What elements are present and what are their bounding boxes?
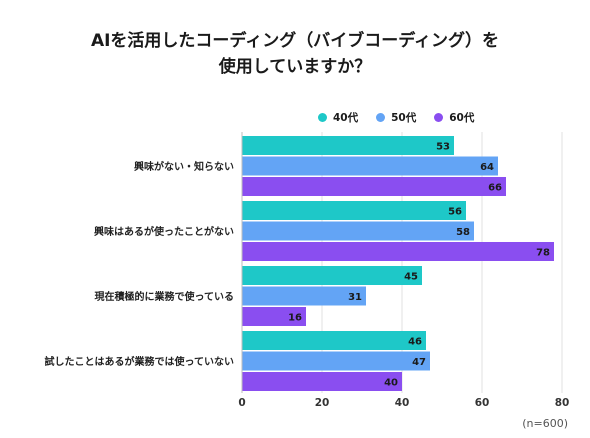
data-label: 64	[480, 162, 494, 173]
bar	[242, 177, 506, 196]
data-label: 78	[536, 248, 550, 259]
legend-label-60s: 60代	[449, 112, 475, 124]
chart-title-line2: 使用していますか？	[218, 57, 372, 77]
bar	[242, 266, 422, 285]
legend-item-60s: 60代	[434, 110, 474, 125]
legend-item-50s: 50代	[376, 110, 416, 125]
bar	[242, 286, 366, 306]
x-tick-label: 80	[555, 397, 570, 409]
data-label: 16	[288, 313, 302, 324]
legend-item-40s: 40代	[318, 110, 358, 125]
legend-swatch-60s	[434, 113, 444, 122]
data-label: 53	[436, 142, 450, 153]
bar	[242, 331, 426, 350]
data-label: 47	[412, 357, 426, 368]
legend: 40代 50代 60代	[318, 110, 474, 125]
category-label: 試したことはあるが業務では使っていない	[45, 355, 235, 368]
legend-label-50s: 50代	[391, 112, 417, 124]
bar	[242, 242, 554, 261]
x-tick-label: 20	[315, 397, 330, 409]
bar	[242, 156, 498, 176]
chart-title-line1: AIを活用したコーディング（バイブコーディング）を	[90, 31, 500, 51]
x-tick-label: 40	[395, 397, 410, 409]
bar	[242, 221, 474, 241]
category-label: 興味はあるが使ったことがない	[94, 225, 234, 238]
x-tick-label: 0	[238, 397, 245, 409]
category-label: 現在積極的に業務で使っている	[95, 290, 235, 303]
legend-label-40s: 40代	[333, 112, 359, 124]
data-label: 31	[348, 292, 362, 303]
bar	[242, 201, 466, 220]
legend-swatch-50s	[376, 113, 386, 122]
bar	[242, 307, 306, 326]
x-tick-label: 60	[475, 397, 490, 409]
sample-size-note: (n=600)	[522, 417, 568, 430]
category-label: 興味がない・知らない	[134, 160, 234, 173]
bar	[242, 351, 430, 371]
data-label: 45	[404, 272, 418, 283]
bar	[242, 372, 402, 391]
data-label: 46	[408, 337, 422, 348]
bar	[242, 136, 454, 155]
legend-swatch-40s	[318, 113, 327, 122]
data-label: 56	[448, 207, 462, 218]
data-label: 58	[456, 227, 470, 238]
data-label: 66	[488, 183, 502, 194]
data-label: 40	[384, 378, 398, 389]
